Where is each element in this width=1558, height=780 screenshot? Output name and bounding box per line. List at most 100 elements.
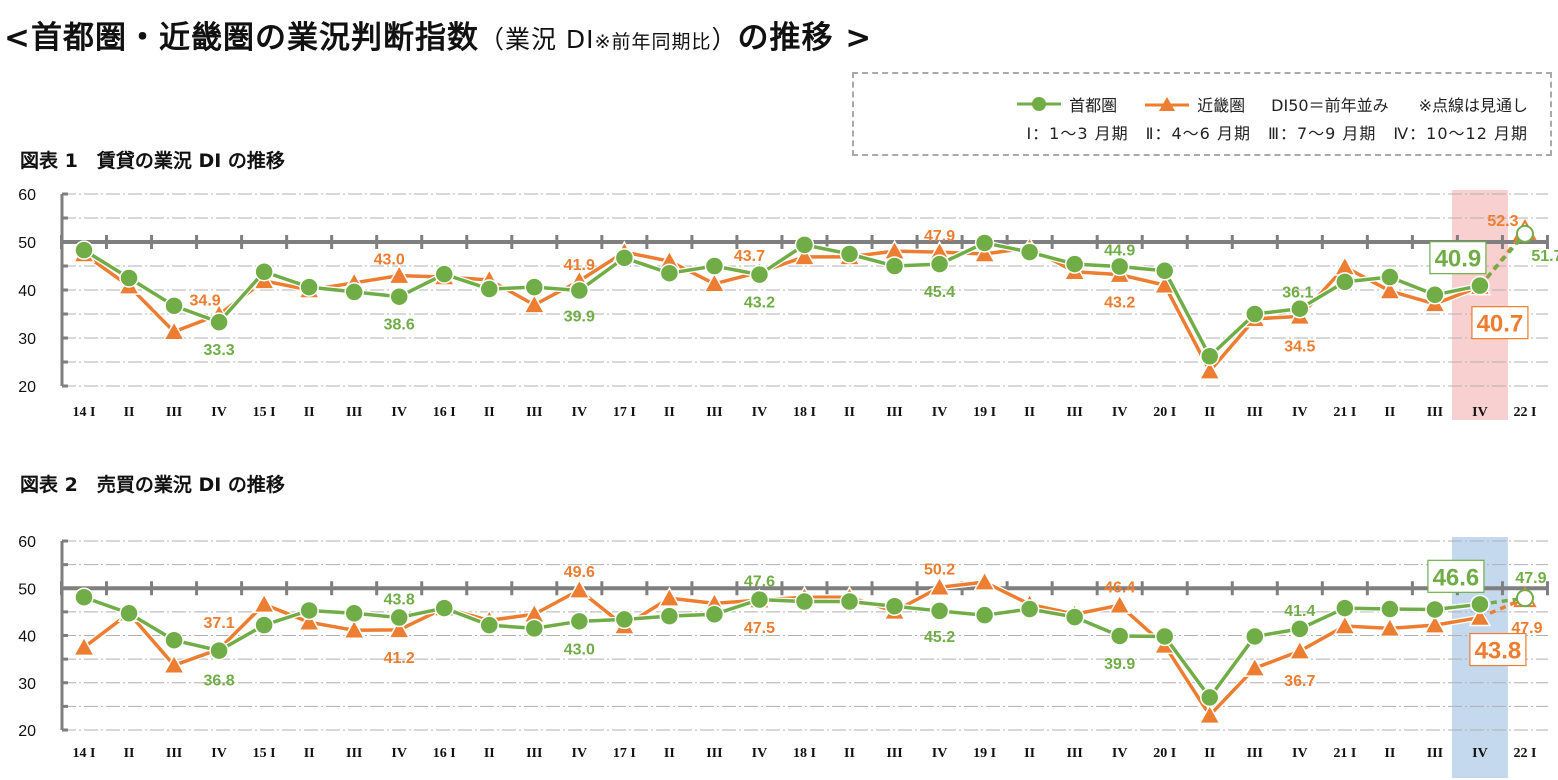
data-point-circle (884, 596, 905, 616)
x-tick-label: III (166, 405, 182, 420)
x-tick-label: III (1247, 746, 1263, 761)
triangle-marker-icon (1145, 97, 1190, 111)
data-point-circle (749, 589, 770, 610)
data-label: 43.8 (384, 592, 415, 609)
data-label: 34.9 (190, 292, 221, 309)
data-point-circle (524, 618, 545, 639)
data-point-circle (1200, 346, 1220, 366)
y-tick-label: 30 (18, 331, 36, 348)
data-label: 41.9 (564, 257, 595, 274)
x-tick-label: II (484, 405, 495, 420)
data-point-triangle (387, 618, 411, 639)
data-point-circle (929, 601, 950, 621)
title-tail: の推移 (737, 20, 834, 56)
title-bracket-open: < (4, 20, 31, 56)
x-tick-label: III (346, 405, 362, 420)
x-tick-label: 18 I (793, 405, 816, 420)
x-tick-label: 21 I (1333, 746, 1356, 761)
data-point-circle (659, 263, 680, 283)
x-tick-label: II (124, 746, 135, 761)
legend-series2: 近畿圏 (1197, 96, 1246, 115)
data-point-circle (1515, 589, 1534, 608)
data-point-circle (1335, 598, 1355, 618)
y-tick-label: 60 (18, 534, 36, 551)
data-label-highlight: 43.8 (1475, 638, 1522, 665)
data-point-circle (479, 615, 500, 635)
data-label-box (1471, 306, 1529, 340)
data-label: 38.6 (384, 317, 415, 334)
data-point-circle (569, 611, 590, 632)
data-point-triangle (973, 242, 996, 263)
x-tick-label: III (706, 746, 722, 761)
data-label: 34.5 (1284, 338, 1315, 355)
data-label: 37.1 (204, 615, 235, 632)
x-tick-label: 20 I (1153, 405, 1176, 420)
x-tick-label: 21 I (1333, 405, 1356, 420)
x-tick-label: 17 I (613, 405, 636, 420)
x-tick-label: 14 I (73, 405, 96, 420)
data-label: 47.5 (744, 620, 775, 637)
x-tick-label: II (124, 405, 135, 420)
data-label-highlight: 40.9 (1435, 246, 1482, 273)
data-point-triangle (162, 653, 186, 675)
highlight-band (1451, 190, 1508, 420)
series-line-shutoken (83, 241, 1481, 360)
data-point-circle (569, 280, 590, 301)
data-point-circle (479, 279, 500, 299)
x-tick-label: IV (932, 746, 948, 761)
data-label: 36.8 (204, 673, 235, 690)
data-point-circle (1019, 242, 1040, 262)
data-point-circle (974, 605, 995, 625)
data-point-triangle (568, 578, 591, 599)
legend-series1: 首都圏 (1069, 96, 1118, 115)
data-point-circle (1515, 224, 1534, 243)
data-point-circle (1425, 285, 1445, 305)
data-point-circle (209, 640, 229, 661)
x-tick-label: III (526, 405, 542, 420)
data-point-circle (1290, 298, 1310, 319)
title-bracket-close: > (845, 20, 873, 56)
data-point-triangle (1378, 279, 1402, 300)
x-tick-label: IV (211, 746, 227, 761)
x-tick-label: IV (752, 405, 768, 420)
data-point-triangle (1198, 703, 1222, 725)
x-tick-label: 20 I (1153, 746, 1176, 761)
data-point-circle (974, 233, 995, 253)
y-tick-label: 30 (18, 676, 36, 693)
data-point-circle (1380, 267, 1400, 287)
x-tick-label: 16 I (433, 746, 456, 761)
data-point-circle (164, 296, 184, 316)
chart2-title: 図表 2 売買の業況 DI の推移 (20, 474, 285, 496)
data-point-circle (1064, 607, 1085, 627)
data-label: 36.7 (1284, 673, 1315, 690)
data-point-circle (389, 286, 409, 307)
x-tick-label: III (166, 746, 182, 761)
data-point-circle (524, 277, 545, 297)
data-point-circle (119, 268, 139, 288)
page-title: <首都圏・近畿圏の業況判断指数（業況 DI※前年同期比）の推移 > (4, 12, 872, 57)
data-point-circle (389, 607, 409, 628)
data-point-triangle (1198, 359, 1222, 380)
data-point-circle (1154, 261, 1175, 281)
data-point-circle (434, 264, 454, 284)
y-tick-label: 40 (18, 283, 36, 300)
data-point-circle (434, 598, 454, 618)
x-tick-label: III (1066, 746, 1082, 761)
x-tick-label: IV (1292, 405, 1308, 420)
data-point-circle (794, 235, 815, 255)
x-tick-label: II (1384, 746, 1395, 761)
data-label: 52.3 (1487, 213, 1518, 230)
x-tick-label: II (664, 405, 675, 420)
data-point-circle (1380, 599, 1400, 619)
x-tick-label: II (844, 405, 855, 420)
y-tick-label: 20 (18, 723, 36, 740)
x-tick-label: II (1384, 405, 1395, 420)
x-tick-label: IV (572, 405, 588, 420)
x-tick-label: 17 I (613, 746, 636, 761)
data-point-circle (254, 615, 274, 635)
x-tick-label: 15 I (253, 746, 276, 761)
data-point-triangle (387, 264, 411, 285)
data-point-circle (1425, 599, 1445, 620)
